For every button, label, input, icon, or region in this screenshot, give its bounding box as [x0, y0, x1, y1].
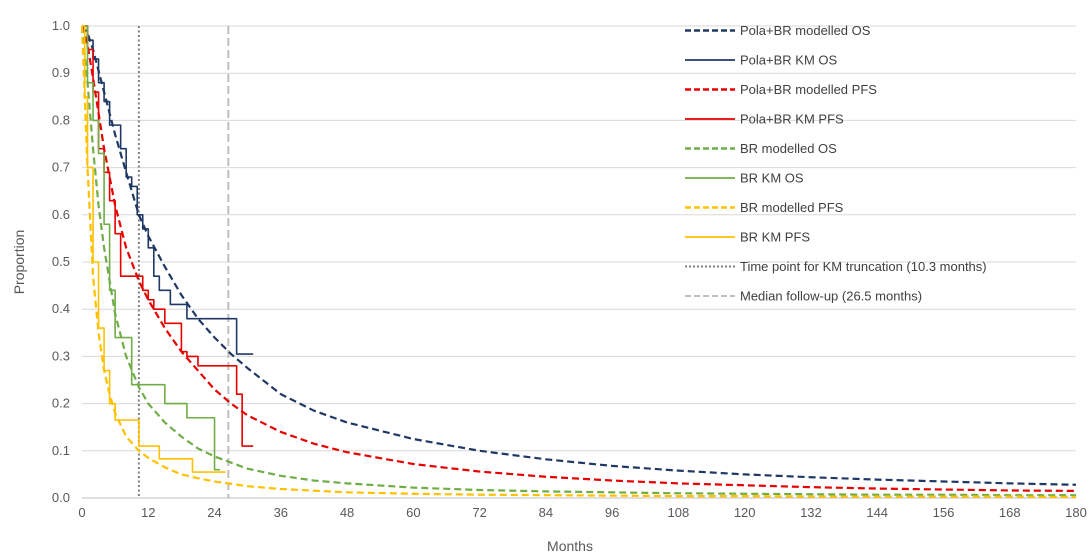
series-line-1 — [82, 25, 254, 355]
y-tick-label: 0.2 — [52, 396, 70, 411]
y-tick-label: 0.3 — [52, 348, 70, 363]
x-tick-label: 24 — [207, 505, 221, 520]
y-tick-label: 0.5 — [52, 254, 70, 269]
series-line-6 — [80, 25, 1077, 499]
y-tick-label: 0.1 — [52, 443, 70, 458]
y-axis-ticks: 0.0 0.1 0.2 0.3 0.4 0.5 0.6 0.7 0.8 0.9 1.0 — [52, 18, 70, 505]
legend-label: Pola+BR KM PFS — [740, 112, 844, 127]
x-tick-label: 168 — [999, 505, 1021, 520]
x-tick-label: 156 — [933, 505, 955, 520]
legend-label: BR modelled PFS — [740, 200, 844, 215]
series-line-2 — [80, 25, 1077, 493]
legend-label: Pola+BR modelled PFS — [740, 82, 877, 97]
x-tick-label: 60 — [406, 505, 420, 520]
legend-label: Time point for KM truncation (10.3 month… — [740, 259, 987, 274]
grid-lines — [82, 25, 1076, 499]
y-tick-label: 0.6 — [52, 207, 70, 222]
x-axis-title: Months — [547, 538, 593, 554]
y-tick-label: 0.0 — [52, 490, 70, 505]
x-tick-label: 36 — [274, 505, 288, 520]
legend-label: Pola+BR modelled OS — [740, 23, 871, 38]
y-tick-label: 0.8 — [52, 112, 70, 127]
x-tick-label: 12 — [141, 505, 155, 520]
y-tick-label: 1.0 — [52, 18, 70, 33]
x-tick-label: 180 — [1065, 505, 1087, 520]
series-line-7 — [82, 25, 226, 473]
y-tick-label: 0.4 — [52, 301, 70, 316]
data-series — [80, 25, 1077, 499]
legend: Pola+BR modelled OS Pola+BR KM OS Pola+BR … — [685, 23, 987, 304]
x-tick-label: 120 — [734, 505, 756, 520]
x-axis-ticks: 0 12 24 36 48 60 72 84 96 108 120 132 144 156 168 180 — [78, 505, 1086, 520]
legend-label: Median follow-up (26.5 months) — [740, 289, 922, 304]
x-tick-label: 72 — [472, 505, 486, 520]
x-tick-label: 108 — [668, 505, 690, 520]
legend-label: BR KM PFS — [740, 230, 810, 245]
legend-label: BR KM OS — [740, 171, 804, 186]
series-line-0 — [81, 25, 1077, 486]
series-line-5 — [82, 25, 221, 471]
legend-label: Pola+BR KM OS — [740, 53, 838, 68]
x-tick-label: 48 — [340, 505, 354, 520]
y-axis-title: Proportion — [11, 230, 27, 295]
x-tick-label: 144 — [866, 505, 888, 520]
x-tick-label: 96 — [605, 505, 619, 520]
y-tick-label: 0.7 — [52, 160, 70, 175]
y-tick-label: 0.9 — [52, 65, 70, 80]
x-tick-label: 84 — [539, 505, 553, 520]
series-line-3 — [82, 25, 254, 447]
x-tick-label: 132 — [800, 505, 822, 520]
legend-label: BR modelled OS — [740, 141, 837, 156]
x-tick-label: 0 — [78, 505, 85, 520]
